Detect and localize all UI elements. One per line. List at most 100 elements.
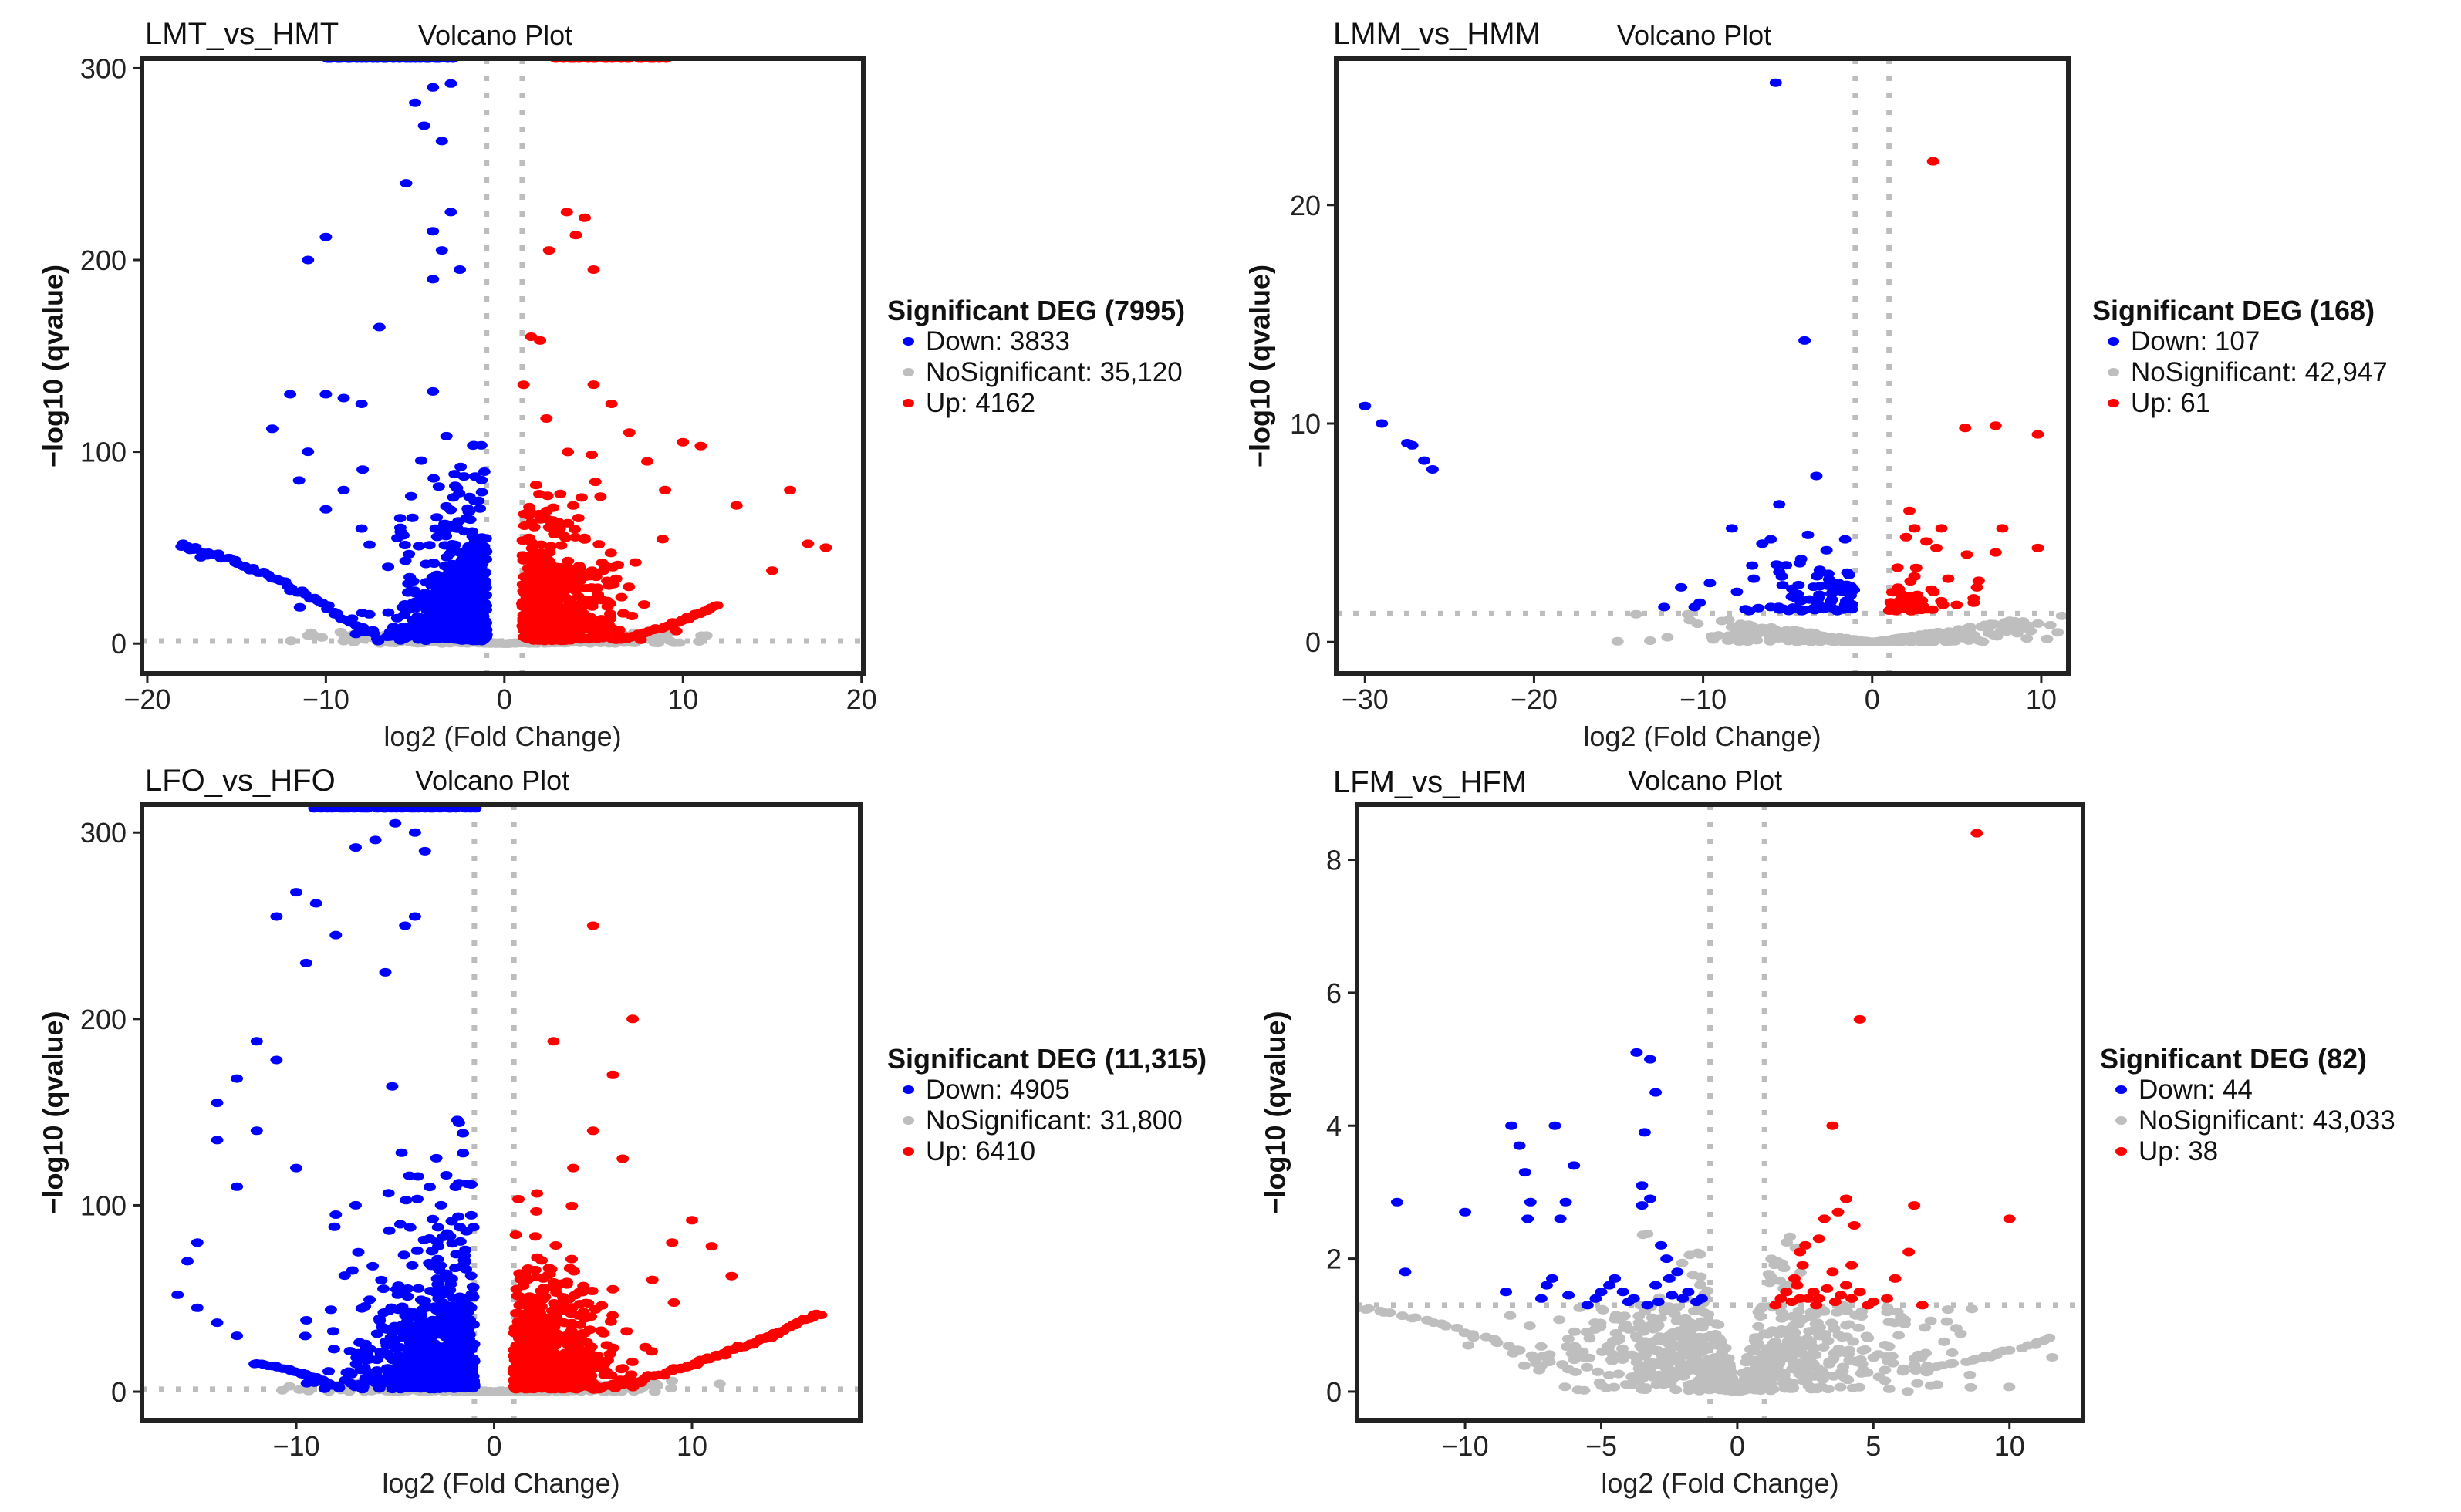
plot-frame — [140, 56, 866, 676]
point-down — [393, 1220, 407, 1229]
point-up — [518, 509, 531, 518]
point-up — [531, 1253, 544, 1262]
point-up — [579, 572, 592, 581]
point-up — [1989, 421, 2002, 430]
point-up — [1908, 572, 1921, 581]
threshold-lines — [1336, 59, 2068, 673]
point-down — [419, 589, 432, 598]
point-down — [231, 1074, 244, 1083]
point-down — [363, 609, 376, 619]
point-up — [534, 515, 547, 524]
point-up — [613, 626, 626, 635]
point-down — [382, 1364, 395, 1373]
point-nosig — [1781, 627, 1794, 636]
point-up — [549, 1241, 562, 1250]
point-down — [338, 1271, 351, 1281]
point-down — [474, 504, 487, 513]
point-down — [427, 227, 440, 236]
point-down — [434, 1261, 447, 1270]
point-up — [561, 1371, 574, 1380]
point-up — [802, 539, 815, 548]
point-down — [442, 1339, 455, 1348]
point-nosig — [1661, 633, 1674, 642]
point-nosig — [1817, 631, 1830, 640]
point-down — [403, 572, 417, 582]
down-points — [175, 59, 493, 646]
point-up — [538, 608, 550, 617]
point-down — [400, 1379, 414, 1388]
point-down — [427, 474, 441, 483]
point-up — [562, 556, 575, 565]
point-down — [457, 1149, 470, 1158]
y-tick-label: 100 — [80, 1190, 127, 1221]
y-axis-label: −log10 (qvalue) — [1244, 265, 1276, 467]
y-tick-label: 20 — [1290, 190, 1321, 221]
point-down — [479, 534, 492, 543]
point-nosig — [696, 631, 709, 640]
point-down — [1764, 535, 1777, 544]
y-tick-label: 0 — [111, 1376, 127, 1408]
point-nosig — [1644, 636, 1656, 645]
point-down — [412, 1284, 425, 1293]
point-down — [270, 912, 283, 921]
point-up — [557, 1293, 569, 1302]
point-down — [1769, 78, 1782, 87]
point-down — [365, 1376, 377, 1385]
x-tick-label: −10 — [302, 683, 349, 715]
point-down — [430, 1306, 443, 1315]
point-down — [439, 1289, 451, 1298]
point-up — [525, 332, 538, 341]
point-down — [451, 484, 464, 493]
point-down — [427, 386, 440, 396]
point-up — [548, 634, 561, 643]
x-tick-label: 10 — [667, 683, 698, 715]
point-down — [446, 1317, 459, 1326]
point-down — [467, 1223, 480, 1232]
point-down — [379, 967, 392, 977]
point-up — [545, 542, 558, 551]
point-nosig — [1975, 623, 1987, 631]
point-down — [432, 482, 445, 491]
point-down — [399, 556, 412, 565]
point-nosig — [1752, 629, 1765, 638]
y-tick-label: 200 — [80, 245, 127, 276]
point-down — [211, 1099, 224, 1108]
point-down — [393, 1343, 407, 1352]
point-up — [562, 575, 575, 585]
point-nosig — [1889, 636, 1902, 646]
point-down — [455, 1298, 468, 1307]
point-down — [171, 1290, 184, 1299]
point-down — [293, 602, 306, 612]
point-down — [413, 542, 425, 551]
x-tick-label: 0 — [1865, 683, 1880, 715]
point-up — [532, 1308, 545, 1317]
point-down — [408, 912, 421, 921]
point-up — [598, 1359, 611, 1369]
point-up — [606, 1070, 619, 1079]
up-points — [508, 921, 828, 1394]
point-up — [1935, 524, 1948, 533]
point-down — [1808, 606, 1821, 615]
point-down — [434, 1314, 447, 1323]
point-nosig — [1968, 631, 1981, 640]
point-nosig — [2074, 634, 2086, 643]
point-down — [445, 579, 458, 587]
point-down — [1773, 500, 1786, 509]
point-down — [1675, 582, 1688, 592]
point-down — [1794, 555, 1808, 564]
up-points — [516, 59, 832, 646]
point-down — [339, 1375, 352, 1385]
point-up — [536, 1348, 549, 1357]
point-nosig — [1722, 631, 1735, 640]
point-down — [406, 1261, 419, 1270]
point-down — [449, 1375, 462, 1385]
point-down — [360, 1350, 373, 1359]
point-up — [730, 501, 743, 510]
point-up — [711, 601, 724, 610]
point-up — [565, 1309, 577, 1318]
point-up — [542, 1264, 555, 1273]
point-down — [461, 1382, 474, 1391]
point-up — [523, 1384, 536, 1393]
point-down — [1764, 602, 1777, 612]
